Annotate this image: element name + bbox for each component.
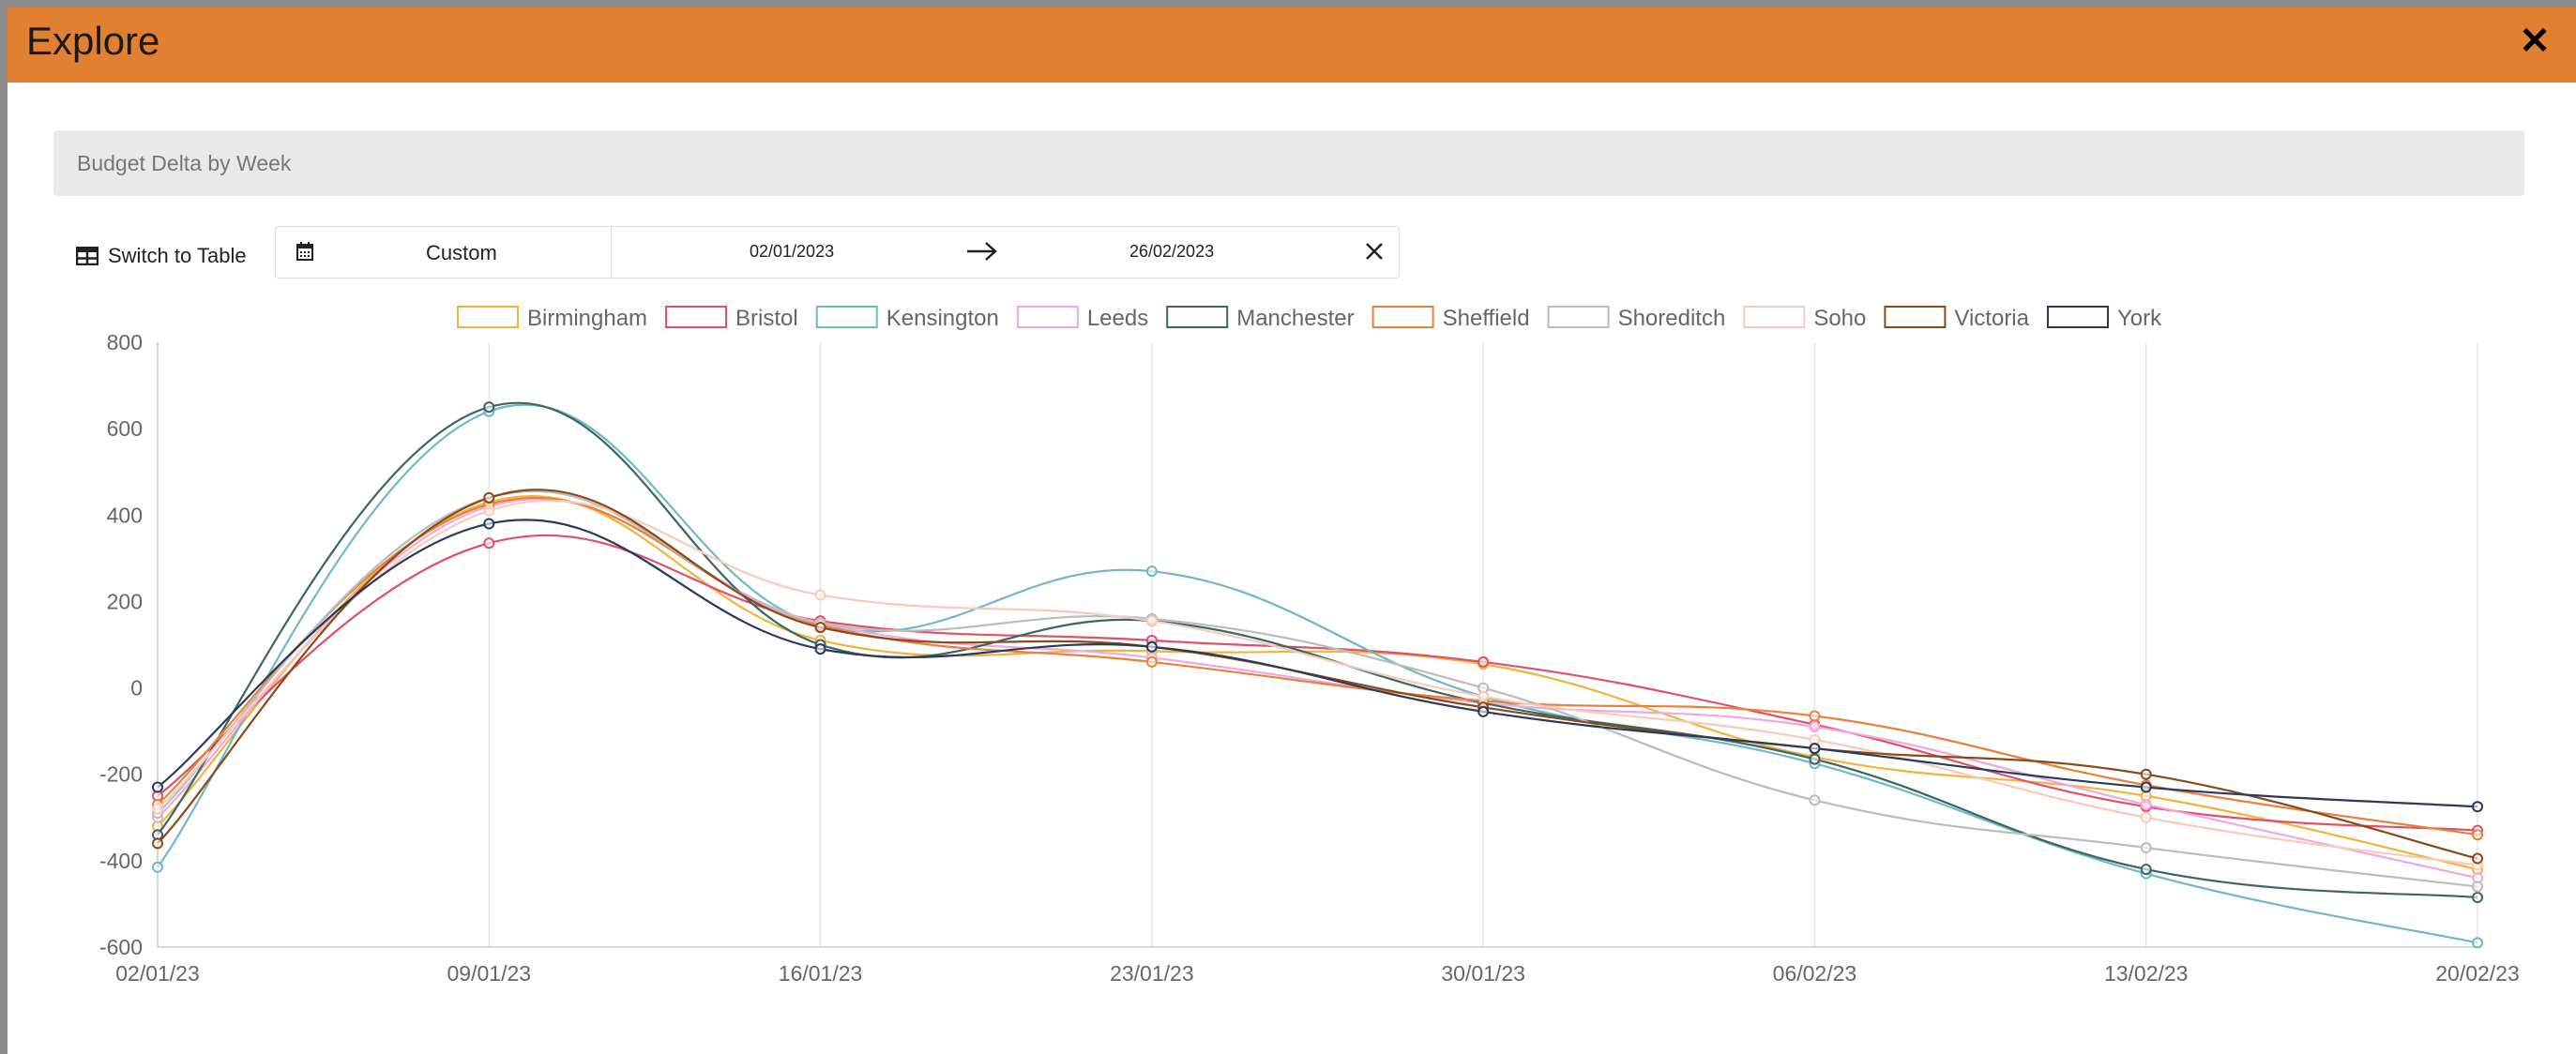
legend-label: Kensington [886, 306, 999, 331]
legend-label: Soho [1813, 306, 1866, 331]
legend-swatch [1016, 306, 1079, 328]
data-point [1145, 615, 1158, 627]
legend-swatch [815, 306, 878, 328]
modal-header: Explore ✕ [8, 8, 2576, 83]
legend-swatch [1547, 306, 1610, 328]
legend-label: York [2117, 306, 2162, 331]
series-line [157, 401, 2478, 899]
y-tick-label: 400 [107, 503, 143, 527]
series-line [157, 489, 2478, 888]
y-tick-label: 600 [107, 416, 143, 441]
y-tick-label: -400 [99, 849, 143, 873]
y-tick-label: 800 [107, 330, 143, 354]
y-tick-label: -600 [99, 935, 143, 959]
x-tick-label: 20/02/23 [2435, 961, 2520, 986]
data-point [2472, 881, 2483, 893]
chart-title-bar: Budget Delta by Week [53, 130, 2524, 196]
legend-label: Bristol [735, 306, 798, 331]
y-tick-label: -200 [99, 762, 143, 787]
series-line [157, 519, 2478, 808]
data-point [1809, 710, 1821, 722]
legend-swatch [2046, 306, 2109, 328]
table-icon [76, 247, 98, 265]
data-point [2140, 811, 2152, 823]
x-tick-label: 23/01/23 [1110, 961, 1194, 986]
series-line [157, 403, 2478, 944]
data-point [2140, 781, 2152, 793]
legend-label: Birmingham [527, 306, 647, 331]
series-line [157, 498, 2478, 880]
x-tick-label: 13/02/23 [2104, 961, 2189, 986]
data-point [2472, 892, 2483, 904]
legend-label: Shoreditch [1618, 306, 1726, 331]
data-point [483, 537, 495, 550]
data-point [2472, 801, 2483, 813]
data-point [1145, 640, 1158, 653]
x-tick-label: 06/02/23 [1773, 961, 1857, 986]
end-date-input[interactable]: 26/02/2023 [1129, 242, 1215, 261]
legend-swatch [665, 306, 728, 328]
data-point [1145, 565, 1158, 578]
arrow-right-icon [967, 242, 997, 261]
legend-swatch [1371, 306, 1434, 328]
data-point [483, 401, 495, 414]
data-point [2140, 842, 2152, 854]
data-point [814, 622, 826, 634]
data-point [152, 837, 163, 850]
data-point [1809, 743, 1821, 755]
data-point [2472, 937, 2483, 949]
data-point [814, 589, 826, 601]
legend-label: Manchester [1236, 306, 1354, 331]
data-point [1477, 705, 1490, 717]
data-point [2140, 798, 2152, 810]
start-date-input[interactable]: 02/01/2023 [750, 242, 835, 261]
data-point [1809, 753, 1821, 765]
legend-label: Leeds [1087, 306, 1148, 331]
chart-title: Budget Delta by Week [77, 151, 292, 175]
x-tick-label: 09/01/23 [447, 961, 532, 986]
data-point [1809, 721, 1821, 733]
data-point [483, 504, 495, 517]
data-point [1809, 794, 1821, 806]
data-point [483, 518, 495, 530]
legend-swatch [457, 306, 519, 328]
data-point [2140, 864, 2152, 876]
range-preset-select[interactable]: Custom [426, 241, 497, 264]
legend-label: Victoria [1954, 306, 2029, 331]
data-point [152, 803, 163, 815]
data-point [2472, 829, 2483, 841]
data-point [1145, 655, 1158, 668]
legend-swatch [1166, 306, 1229, 328]
x-tick-label: 02/01/23 [115, 961, 200, 986]
legend-label: Sheffield [1443, 306, 1530, 331]
data-point [814, 643, 826, 655]
close-icon[interactable]: ✕ [2519, 21, 2551, 62]
series-line [157, 496, 2478, 836]
data-point [2140, 768, 2152, 780]
data-point [483, 491, 495, 504]
modal-title: Explore [26, 19, 160, 63]
switch-to-table-button[interactable]: Switch to Table [76, 239, 247, 273]
legend-swatch [1884, 306, 1947, 328]
date-divider [611, 227, 612, 278]
y-tick-label: 0 [130, 676, 143, 700]
date-range-picker[interactable]: Custom 02/01/2023 26/02/2023 [275, 226, 1400, 279]
data-point [152, 781, 163, 793]
data-point [2472, 852, 2483, 865]
x-tick-label: 16/01/23 [779, 961, 863, 986]
data-point [152, 861, 163, 873]
switch-to-table-label: Switch to Table [108, 244, 247, 267]
x-tick-label: 30/01/23 [1441, 961, 1525, 986]
clear-dates-icon[interactable] [1363, 240, 1386, 263]
y-tick-label: 200 [107, 589, 143, 613]
data-point [1477, 690, 1490, 702]
calendar-icon [296, 242, 313, 261]
data-point [1477, 655, 1490, 668]
legend-swatch [1743, 306, 1806, 328]
